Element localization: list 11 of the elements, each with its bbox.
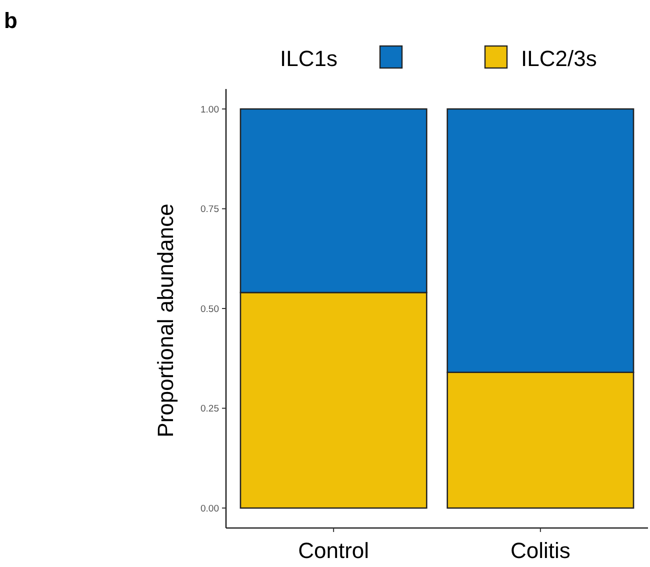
y-axis-title: Proportional abundance xyxy=(153,204,178,438)
x-tick-label: Colitis xyxy=(510,538,570,563)
legend-label: ILC2/3s xyxy=(521,46,597,71)
y-tick-label: 0.00 xyxy=(200,503,219,514)
text: b xyxy=(4,8,18,33)
y-tick-label: 0.75 xyxy=(200,204,219,216)
x-tick-label: Control xyxy=(298,538,370,563)
y-tick-label: 0.25 xyxy=(200,404,219,415)
y-tick-label: 0.50 xyxy=(200,304,219,315)
series-label: ILC1s xyxy=(280,46,338,71)
y-tick-label: 1.00 xyxy=(200,104,219,116)
